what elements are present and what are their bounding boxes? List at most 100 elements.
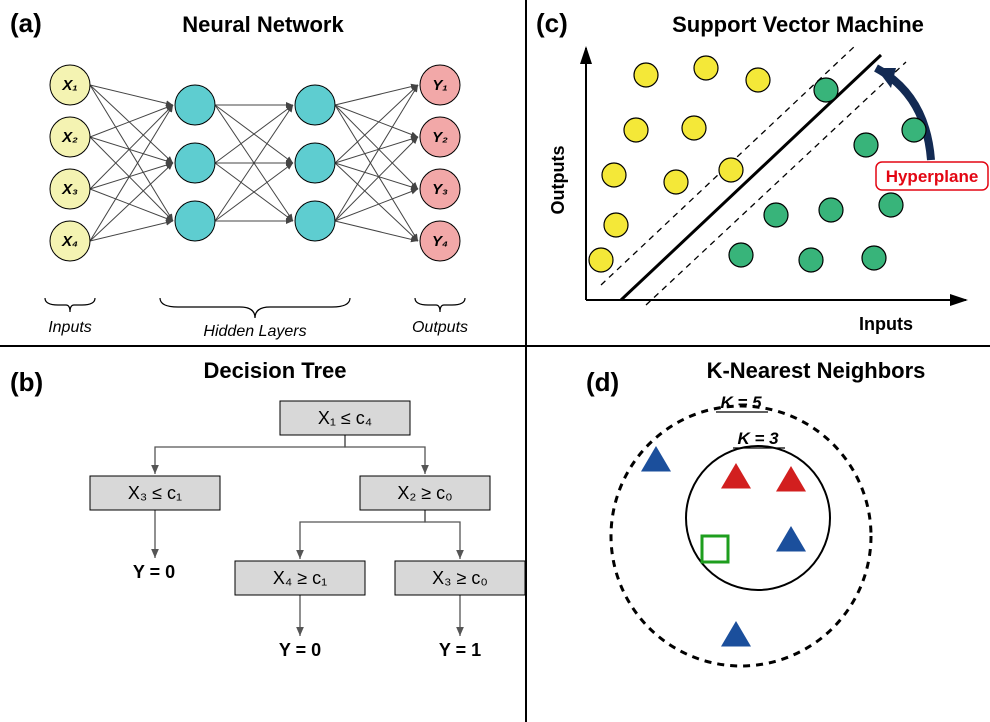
nn-node-label: Y₁	[432, 77, 447, 94]
panel-a: (a) Neural Network X₁ X₂ X₃ X₄ Y₁ Y₂ Y₃ Y₄ Inpu…	[10, 8, 468, 340]
dt-edge	[300, 510, 425, 559]
knn-k3-label: K = 3	[737, 429, 779, 448]
panel-b: (b) Decision Tree X₁ ≤ c₄ X₃ ≤ c₁ X₂ ≥ c₀ X…	[10, 358, 525, 660]
panel-c-letter: (c)	[536, 8, 568, 38]
svm-point-class1	[624, 118, 648, 142]
svm-point-class1	[634, 63, 658, 87]
nn-edges	[90, 85, 418, 241]
dt-leaf-text: Y = 0	[279, 640, 321, 660]
svm-arrow-head	[876, 68, 896, 88]
panel-c-title: Support Vector Machine	[672, 12, 924, 37]
dt-node-text: X₃ ≥ c₀	[432, 568, 488, 588]
nn-edge	[335, 85, 418, 105]
svm-point-class1	[604, 213, 628, 237]
nn-node	[295, 201, 335, 241]
svm-points	[589, 56, 926, 272]
svm-point-class1	[694, 56, 718, 80]
dt-leaf-text: Y = 1	[439, 640, 481, 660]
dt-edge	[345, 435, 425, 474]
svm-point-class1	[589, 248, 613, 272]
svm-point-class1	[664, 170, 688, 194]
nn-edge	[90, 85, 173, 163]
panel-c: (c) Support Vector Machine Outputs Input…	[536, 8, 988, 334]
svm-point-class2	[729, 243, 753, 267]
dt-edges	[155, 435, 460, 636]
nn-brace-inputs: Inputs	[45, 298, 95, 336]
nn-edge	[335, 85, 418, 221]
knn-k5-label: K = 5	[720, 393, 762, 412]
dt-leaf-text: Y = 0	[133, 562, 175, 582]
svm-hyperplane-label-box: Hyperplane	[876, 162, 988, 190]
nn-label-hidden: Hidden Layers	[203, 323, 306, 340]
nn-node-label: X₃	[61, 181, 78, 198]
knn-query-square	[702, 536, 728, 562]
nn-edge	[90, 189, 173, 221]
svm-hyperplane	[621, 55, 881, 300]
panel-b-title: Decision Tree	[203, 358, 346, 383]
nn-edge	[335, 85, 418, 163]
nn-edge	[90, 221, 173, 241]
svm-y-label: Outputs	[548, 146, 568, 215]
dt-node-text: X₁ ≤ c₄	[318, 408, 372, 428]
nn-edge	[335, 105, 418, 137]
nn-node	[175, 85, 215, 125]
dt-node-text: X₃ ≤ c₁	[128, 483, 182, 503]
nn-edge	[335, 105, 418, 241]
nn-edge	[90, 105, 173, 137]
knn-triangle	[776, 466, 806, 492]
nn-node-label: Y₄	[432, 233, 448, 250]
svm-point-class2	[902, 118, 926, 142]
nn-edge	[335, 221, 418, 241]
figure-svg: (a) Neural Network X₁ X₂ X₃ X₄ Y₁ Y₂ Y₃ Y₄ Inpu…	[0, 0, 990, 722]
nn-brace-outputs: Outputs	[412, 298, 468, 336]
panel-b-letter: (b)	[10, 367, 43, 397]
knn-inner-circle	[686, 446, 830, 590]
svm-point-class2	[879, 193, 903, 217]
svm-point-class2	[854, 133, 878, 157]
nn-node-label: Y₂	[432, 129, 448, 146]
nn-edge	[335, 163, 418, 241]
svm-point-class2	[819, 198, 843, 222]
panel-d: (d) K-Nearest Neighbors K = 5 K = 3	[586, 358, 925, 666]
nn-node	[295, 143, 335, 183]
knn-shapes	[641, 446, 806, 647]
nn-edge	[90, 105, 173, 241]
svm-point-class1	[602, 163, 626, 187]
nn-node-label: X₂	[61, 129, 78, 146]
svm-point-class1	[719, 158, 743, 182]
panel-a-letter: (a)	[10, 8, 42, 38]
panel-d-letter: (d)	[586, 367, 619, 397]
svm-point-class1	[746, 68, 770, 92]
svm-x-label: Inputs	[859, 314, 913, 334]
svm-point-class2	[814, 78, 838, 102]
svm-point-class2	[764, 203, 788, 227]
nn-label-inputs: Inputs	[48, 319, 92, 336]
svm-point-class2	[862, 246, 886, 270]
nn-edge	[90, 85, 173, 221]
nn-edge	[90, 85, 173, 105]
nn-node	[175, 201, 215, 241]
knn-triangle	[776, 526, 806, 552]
nn-node	[175, 143, 215, 183]
svm-arrow	[876, 68, 931, 160]
svm-point-class1	[682, 116, 706, 140]
knn-triangle	[721, 463, 751, 489]
dt-edge	[155, 435, 345, 474]
panel-d-title: K-Nearest Neighbors	[707, 358, 926, 383]
svm-point-class2	[799, 248, 823, 272]
dt-edge	[425, 510, 460, 559]
dt-node-text: X₂ ≥ c₀	[397, 483, 452, 503]
nn-label-outputs: Outputs	[412, 319, 468, 336]
nn-node	[295, 85, 335, 125]
dt-node-text: X₄ ≥ c₁	[273, 568, 327, 588]
nn-node-label: X₁	[61, 77, 77, 94]
panel-a-title: Neural Network	[182, 12, 344, 37]
knn-triangle	[721, 621, 751, 647]
nn-brace-hidden: Hidden Layers	[160, 298, 350, 340]
nn-edge	[335, 189, 418, 221]
knn-triangle	[641, 446, 671, 472]
nn-node-label: X₄	[61, 233, 78, 250]
svm-hyperplane-label: Hyperplane	[886, 167, 979, 186]
nn-node-label: Y₃	[432, 181, 448, 198]
nn-edge	[90, 163, 173, 241]
